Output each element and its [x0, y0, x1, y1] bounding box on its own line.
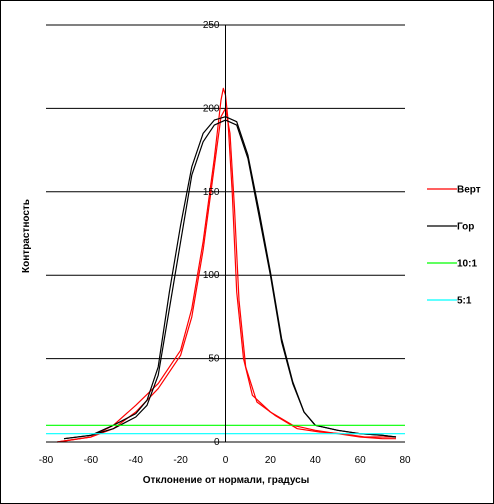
series-layer: [46, 87, 405, 443]
y-axis-title: Контрастность: [21, 199, 32, 273]
y-tick-label: 250: [203, 20, 220, 31]
axes-layer: [46, 25, 405, 443]
x-tick-label: 80: [399, 455, 411, 466]
x-tick-label: 20: [265, 455, 277, 466]
y-tick-label: 0: [214, 437, 220, 448]
x-tick-label: 0: [223, 455, 229, 466]
legend-label: Гор: [457, 222, 474, 233]
y-tick-label: 200: [203, 103, 220, 114]
x-tick-label: 60: [355, 455, 367, 466]
y-tick-label: 150: [203, 187, 220, 198]
y-tick-label: 50: [208, 354, 220, 365]
x-tick-label: 40: [310, 455, 322, 466]
legend-label: 10:1: [457, 259, 477, 270]
legend-label: 5:1: [457, 296, 472, 307]
x-tick-label: -80: [39, 455, 54, 466]
x-tick-label: -20: [173, 455, 188, 466]
x-tick-labels: -80 -60 -40 -20 0 20 40 60 80: [39, 455, 411, 466]
y-tick-labels: 0 50 100 150 200 250: [203, 20, 220, 448]
x-tick-label: -60: [84, 455, 99, 466]
series-line-2: [63, 119, 397, 440]
legend-label: Верт: [457, 185, 481, 196]
series-line-3: [63, 116, 397, 440]
x-tick-label: -40: [129, 455, 144, 466]
series-line-0: [57, 87, 396, 443]
legend: Верт Гор 10:1 5:1: [427, 185, 481, 307]
y-tick-label: 100: [203, 270, 220, 281]
x-axis-title: Отклонение от нормали, градусы: [143, 475, 310, 486]
